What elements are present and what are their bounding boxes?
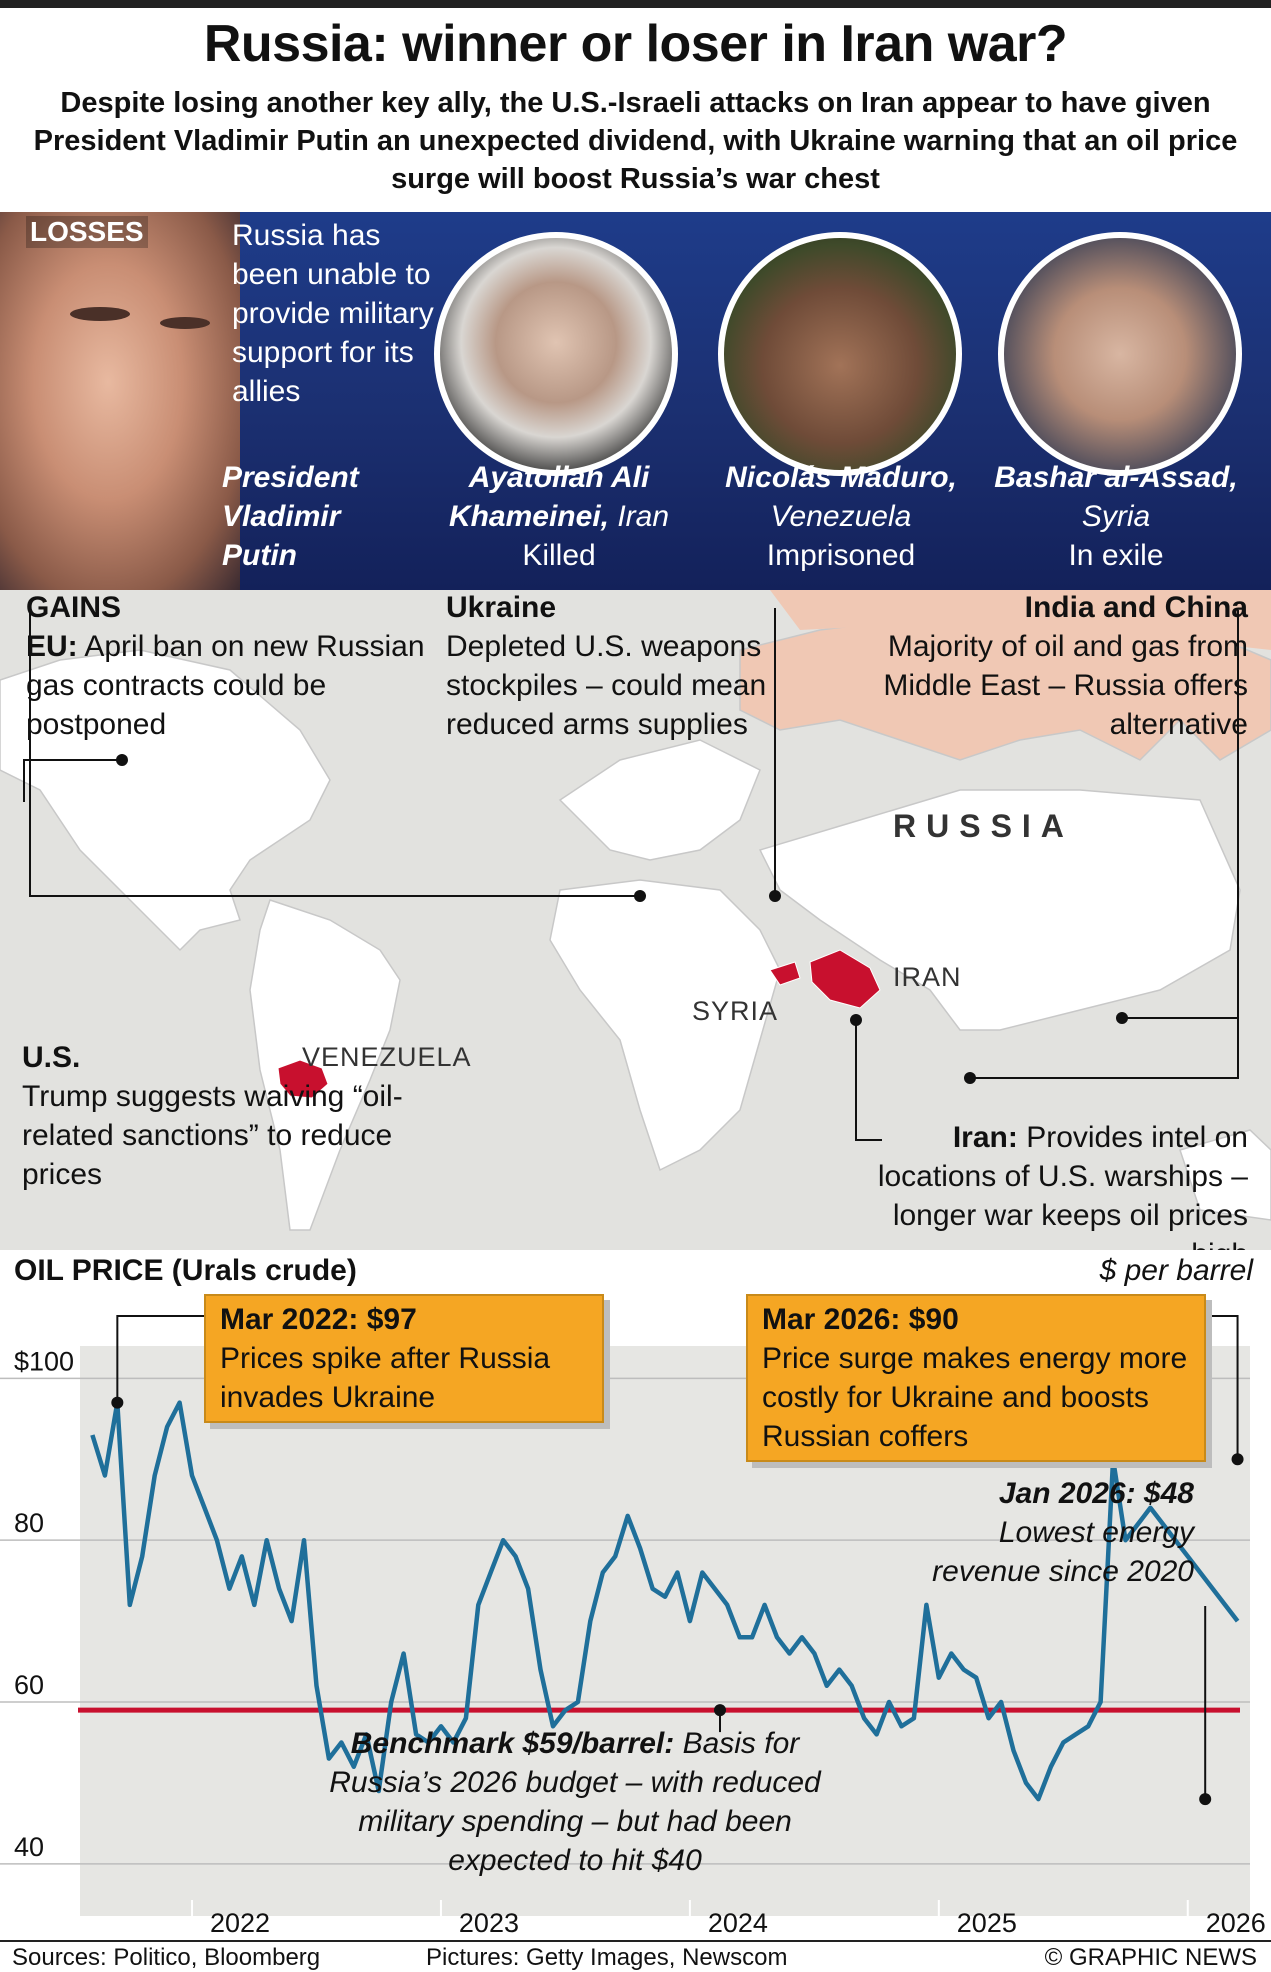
iran-text: Provides intel on locations of U.S. wars… bbox=[877, 1121, 1248, 1271]
australia-shape bbox=[1179, 1129, 1271, 1221]
oil-price-chart: OIL PRICE (Urals crude) $ per barrel $10… bbox=[0, 1250, 1271, 1940]
us-heading: U.S. bbox=[22, 1041, 81, 1074]
y-tick-label: 40 bbox=[14, 1832, 44, 1862]
khamenei-country: Iran bbox=[617, 500, 670, 533]
benchmark-head: Benchmark $59/barrel: bbox=[350, 1727, 675, 1760]
assad-name: Bashar al-Assad, bbox=[994, 461, 1238, 494]
annotation-jan-2026: Jan 2026: $48 Lowest energy revenue sinc… bbox=[920, 1474, 1194, 1591]
callout-mar-2022: Mar 2022: $97 Prices spike after Russia … bbox=[204, 1294, 604, 1423]
annotation-jan-2026-head: Jan 2026: $48 bbox=[998, 1477, 1194, 1510]
y-tick-label: $100 bbox=[14, 1346, 74, 1376]
maduro-name: Nicolás Maduro, bbox=[725, 461, 957, 494]
south-america-shape bbox=[249, 899, 401, 1231]
khamenei-status: Killed bbox=[522, 539, 596, 572]
assad-status: In exile bbox=[1068, 539, 1164, 572]
benchmark-text: Basis for Russia’s 2026 budget – with re… bbox=[329, 1727, 821, 1877]
page-title: Russia: winner or loser in Iran war? bbox=[203, 15, 1068, 73]
y-tick-label: 60 bbox=[14, 1670, 44, 1700]
putin-photo bbox=[0, 212, 240, 590]
iran-leader-line bbox=[855, 1020, 882, 1141]
us-leader-line bbox=[23, 759, 122, 802]
callout-mar-2026-marker bbox=[1231, 1453, 1244, 1466]
losses-note: Russia has been unable to provide milita… bbox=[232, 219, 434, 408]
russia-label: RUSSIA bbox=[893, 808, 1074, 844]
callout-mar-2026: Mar 2026: $90 Price surge makes energy m… bbox=[746, 1294, 1206, 1462]
callout-mar-2022-marker bbox=[111, 1396, 124, 1409]
x-tick-label: 2023 bbox=[459, 1908, 519, 1938]
map-graphic bbox=[0, 590, 1271, 1250]
india-china-heading: India and China bbox=[1024, 591, 1248, 624]
chart-title: OIL PRICE (Urals crude) bbox=[14, 1254, 357, 1287]
callout-mar-2022-head: Mar 2022: $97 bbox=[220, 1303, 417, 1336]
europe-shape bbox=[558, 739, 761, 861]
north-america-shape bbox=[0, 649, 331, 952]
callout-mar-2026-text: Price surge makes energy more costly for… bbox=[762, 1342, 1188, 1453]
benchmark-marker bbox=[714, 1704, 726, 1717]
eu-label: EU: bbox=[26, 630, 78, 663]
gains-us-block: U.S. Trump suggests waiving “oil-related… bbox=[22, 1038, 462, 1194]
x-tick-label: 2024 bbox=[708, 1908, 768, 1938]
ukraine-heading: Ukraine bbox=[446, 591, 557, 624]
footer-credit: © GRAPHIC NEWS bbox=[1044, 1944, 1257, 1971]
venezuela-shape bbox=[277, 1059, 329, 1099]
maduro-country: Venezuela bbox=[770, 500, 912, 533]
gains-ukraine-block: Ukraine Depleted U.S. weapons stockpiles… bbox=[446, 588, 836, 744]
callout-mar-2022-leader bbox=[116, 1315, 204, 1403]
india-china-leader-line-b bbox=[970, 1018, 1239, 1079]
maduro-status: Imprisoned bbox=[766, 539, 916, 572]
benchmark-annotation: Benchmark $59/barrel: Basis for Russia’s… bbox=[300, 1724, 850, 1880]
chart-units: $ per barrel bbox=[1099, 1254, 1253, 1287]
ukraine-text: Depleted U.S. weapons stockpiles – could… bbox=[446, 630, 767, 741]
footer: Sources: Politico, Bloomberg Pictures: G… bbox=[0, 1940, 1271, 1972]
india-china-text: Majority of oil and gas from Middle East… bbox=[883, 630, 1248, 741]
gains-india-china-block: India and China Majority of oil and gas … bbox=[858, 588, 1248, 744]
asia-shape bbox=[758, 789, 1241, 1031]
oil-price-line bbox=[90, 1400, 1240, 1802]
callout-mar-2026-head: Mar 2026: $90 bbox=[762, 1303, 959, 1336]
iran-label: Iran: bbox=[952, 1121, 1018, 1154]
khamenei-caption: Ayatollah Ali Khameinei, Iran Killed bbox=[420, 458, 698, 575]
maduro-caption: Nicolás Maduro, Venezuela Imprisoned bbox=[700, 458, 982, 575]
putin-caption: President Vladimir Putin bbox=[222, 458, 402, 575]
assad-portrait bbox=[998, 232, 1242, 476]
y-tick-label: 80 bbox=[14, 1508, 44, 1538]
eu-leader-line bbox=[29, 600, 640, 897]
losses-tag: LOSSES bbox=[26, 216, 148, 248]
khamenei-portrait bbox=[434, 232, 678, 476]
x-tick-label: 2022 bbox=[210, 1908, 270, 1938]
maduro-portrait bbox=[718, 232, 962, 476]
page-subtitle: Despite losing another key ally, the U.S… bbox=[33, 87, 1238, 195]
assad-caption: Bashar al-Assad, Syria In exile bbox=[986, 458, 1246, 575]
x-tick-label: 2026 bbox=[1206, 1908, 1266, 1938]
syria-shape bbox=[769, 961, 801, 986]
footer-pictures: Pictures: Getty Images, Newscom bbox=[426, 1944, 788, 1971]
us-text: Trump suggests waiving “oil-related sanc… bbox=[22, 1080, 403, 1191]
top-rule bbox=[0, 0, 1271, 8]
venezuela-map-label: VENEZUELA bbox=[302, 1042, 472, 1072]
eu-text: April ban on new Russian gas contracts c… bbox=[26, 630, 425, 741]
world-map: GAINS EU: April ban on new Russian gas c… bbox=[0, 588, 1271, 1271]
footer-sources: Sources: Politico, Bloomberg bbox=[12, 1944, 321, 1971]
losses-panel: LOSSES Russia has been unable to provide… bbox=[0, 212, 1271, 590]
annotation-jan-2026-text: Lowest energy revenue since 2020 bbox=[932, 1516, 1194, 1588]
syria-map-label: SYRIA bbox=[692, 996, 779, 1026]
x-tick-label: 2025 bbox=[957, 1908, 1017, 1938]
khamenei-name: Ayatollah Ali Khameinei, bbox=[448, 461, 650, 533]
callout-mar-2022-text: Prices spike after Russia invades Ukrain… bbox=[220, 1342, 551, 1414]
iran-map-label: IRAN bbox=[893, 962, 962, 992]
gains-heading: GAINS bbox=[26, 591, 122, 624]
iran-shape bbox=[809, 949, 881, 1009]
annotation-jan-2026-marker bbox=[1199, 1793, 1212, 1806]
assad-country: Syria bbox=[1081, 500, 1151, 533]
putin-name: President Vladimir Putin bbox=[222, 461, 359, 572]
africa-shape bbox=[549, 879, 781, 1172]
gains-eu-block: GAINS EU: April ban on new Russian gas c… bbox=[26, 588, 426, 744]
